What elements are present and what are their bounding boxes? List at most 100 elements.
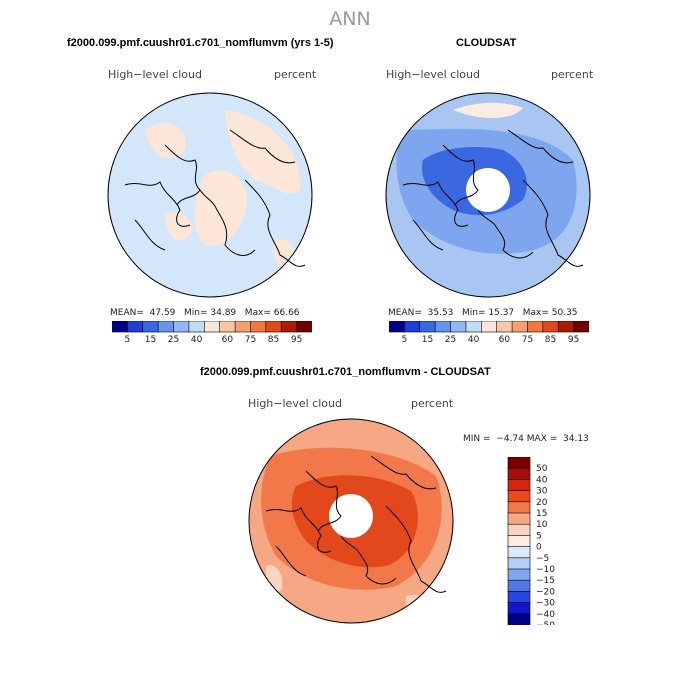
- plot3-min-label: MIN =: [463, 434, 491, 444]
- colorbar-tick-label: 25: [167, 335, 180, 345]
- plot3-stats: MIN = −4.74 MAX = 34.13: [463, 434, 589, 444]
- colorbar-tick-label: 85: [267, 335, 280, 345]
- plot3-max-value: 34.13: [563, 434, 589, 444]
- plot3-max-label: MAX =: [526, 434, 558, 444]
- plot1-map-border: [107, 92, 313, 298]
- plot2-field-label: High−level cloud: [386, 68, 480, 81]
- colorbar-swatch: [434, 321, 452, 333]
- plot1-coastline: [134, 219, 166, 251]
- plot2-min-label: Min=: [461, 308, 486, 318]
- plot2-max-value: 50.35: [551, 308, 578, 318]
- colorbar-swatch: [496, 321, 513, 333]
- colorbar-swatch: [234, 321, 252, 333]
- colorbar-swatch: [507, 557, 531, 570]
- plot2-field-band: [453, 102, 523, 119]
- plot2-polar-map: [385, 92, 591, 298]
- plot2-units-label: percent: [551, 68, 594, 81]
- plot2-coastline: [442, 144, 479, 206]
- plot2-missing-data-pole: [466, 168, 510, 212]
- colorbar-swatch: [507, 467, 531, 480]
- colorbar-tick-label: 85: [544, 335, 557, 345]
- colorbar-swatch: [219, 321, 236, 333]
- plot3-title: f2000.099.pmf.cuushr01.c701_nomflumvm - …: [200, 366, 491, 378]
- plot1-max-label: Max=: [244, 308, 271, 318]
- colorbar-swatch: [507, 546, 531, 559]
- plot3-coastline: [265, 507, 332, 553]
- colorbar-swatch: [188, 321, 205, 333]
- colorbar-swatch: [465, 321, 482, 333]
- colorbar-tick-label: 10: [536, 520, 548, 530]
- colorbar-swatch: [157, 321, 175, 333]
- plot2-mean-label: MEAN=: [388, 308, 422, 318]
- colorbar-swatch: [127, 321, 144, 333]
- colorbar-tick-label: 25: [444, 335, 457, 345]
- colorbar-swatch: [507, 613, 531, 625]
- colorbar-tick-label: 40: [467, 335, 480, 345]
- plot2-coastline: [477, 209, 534, 259]
- plot1-polar-map: [107, 92, 313, 298]
- colorbar-swatch: [527, 321, 544, 333]
- plot1-mean-label: MEAN=: [110, 308, 144, 318]
- colorbar-swatch: [419, 321, 436, 333]
- colorbar-swatch: [296, 321, 312, 333]
- plot1-field-label: High−level cloud: [108, 68, 202, 81]
- colorbar-tick-label: 75: [521, 335, 534, 345]
- plot3-field-label: High−level cloud: [248, 397, 342, 410]
- plot1-max-value: 66.66: [273, 308, 300, 318]
- colorbar-tick-label: −10: [536, 565, 555, 575]
- plot2-coastline: [522, 179, 584, 267]
- colorbar-swatch: [204, 321, 221, 333]
- plot2-map-border: [385, 92, 591, 298]
- plot2-stats: MEAN= 35.53 Min= 15.37 Max= 50.35: [388, 308, 578, 318]
- colorbar-swatch: [404, 321, 421, 333]
- colorbar-swatch: [507, 479, 531, 492]
- colorbar-tick-label: −5: [536, 554, 549, 564]
- plot3-field-band: [405, 594, 432, 617]
- colorbar-swatch: [507, 568, 531, 581]
- colorbar-swatch: [173, 321, 190, 333]
- colorbar-tick-label: 60: [498, 335, 511, 345]
- plot1-title: f2000.099.pmf.cuushr01.c701_nomflumvm (y…: [67, 37, 334, 49]
- colorbar-tick-label: 20: [536, 498, 548, 508]
- colorbar-swatch: [265, 321, 282, 333]
- colorbar-swatch: [389, 321, 405, 333]
- plot2-colorbar-ticks: 5 15 25 40 60 75 85 95: [389, 335, 589, 347]
- colorbar-swatch: [507, 490, 531, 503]
- colorbar-swatch: [507, 535, 531, 548]
- colorbar-tick-label: 75: [244, 335, 257, 345]
- plot3-min-value: −4.74: [496, 434, 524, 444]
- colorbar-tick-label: 50: [536, 464, 548, 474]
- colorbar-tick-label: 5: [536, 531, 542, 541]
- colorbar-swatch: [507, 457, 531, 469]
- colorbar-tick-label: −40: [536, 610, 555, 620]
- plot1-warm-patch: [225, 110, 301, 194]
- plot3-coastline: [275, 545, 307, 577]
- plot1-coastline: [244, 179, 306, 267]
- colorbar-swatch: [280, 321, 298, 333]
- plot1-min-value: 34.89: [210, 308, 237, 318]
- colorbar-swatch: [557, 321, 575, 333]
- colorbar-tick-label: 40: [190, 335, 203, 345]
- plot3-coastline: [305, 470, 342, 532]
- plot1-stats: MEAN= 47.59 Min= 34.89 Max= 66.66: [110, 308, 300, 318]
- colorbar-swatch: [481, 321, 498, 333]
- colorbar-swatch: [142, 321, 159, 333]
- plot2-title: CLOUDSAT: [456, 37, 517, 49]
- plot2-coastline: [412, 219, 444, 251]
- plot2-max-label: Max=: [522, 308, 549, 318]
- colorbar-swatch: [573, 321, 589, 333]
- plot1-min-label: Min=: [183, 308, 208, 318]
- colorbar-tick-label: 30: [536, 487, 548, 497]
- plot1-coastline: [229, 129, 296, 164]
- plot1-colorbar-ticks: 5 15 25 40 60 75 85 95: [112, 335, 312, 347]
- colorbar-tick-label: 15: [536, 509, 547, 519]
- plot2-coastline: [507, 129, 574, 164]
- plot1-coastline: [164, 144, 201, 206]
- colorbar-swatch: [507, 579, 531, 592]
- colorbar-swatch: [507, 501, 531, 514]
- colorbar-swatch: [511, 321, 529, 333]
- plot3-units-label: percent: [411, 397, 454, 410]
- colorbar-tick-label: −50: [536, 621, 555, 625]
- colorbar-swatch: [250, 321, 267, 333]
- colorbar-swatch: [507, 523, 531, 536]
